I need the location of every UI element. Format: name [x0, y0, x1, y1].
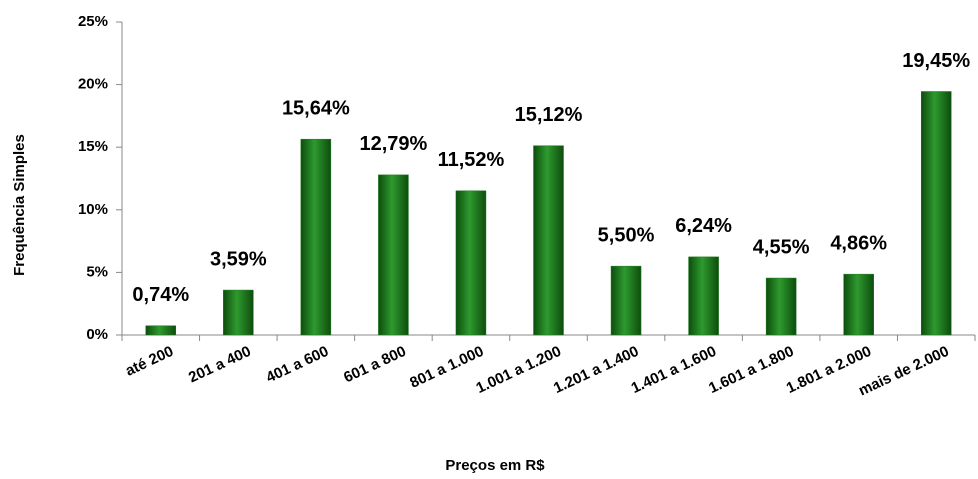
x-tick-label: 1.601 a 1.800	[706, 343, 796, 397]
y-tick-label: 0%	[86, 326, 108, 343]
x-tick-label: 1.401 a 1.600	[629, 343, 719, 397]
bar	[455, 190, 487, 336]
data-label: 6,24%	[675, 215, 732, 237]
y-tick-label: 20%	[78, 76, 108, 93]
bar	[765, 277, 797, 336]
data-label: 4,86%	[830, 232, 887, 254]
x-tick-label: 401 a 600	[264, 343, 332, 387]
bar	[843, 273, 874, 336]
data-label: 15,12%	[515, 104, 583, 126]
bar	[920, 91, 952, 336]
y-tick-label: 25%	[78, 13, 108, 30]
x-tick-label: 201 a 400	[186, 343, 254, 387]
bar	[145, 325, 177, 336]
y-tick-label: 5%	[86, 263, 108, 280]
data-label: 3,59%	[210, 248, 267, 270]
y-tick-label: 10%	[78, 201, 108, 218]
x-tick-label: 601 a 800	[341, 343, 409, 387]
data-label: 19,45%	[902, 50, 970, 72]
bar	[610, 265, 642, 336]
bar	[533, 145, 564, 336]
data-label: 11,52%	[438, 149, 505, 171]
data-label: 0,74%	[132, 284, 189, 306]
data-label: 5,50%	[598, 224, 655, 246]
y-tick-label: 15%	[78, 138, 108, 155]
data-label: 4,55%	[753, 236, 810, 258]
x-tick-label: 1.201 a 1.400	[551, 343, 641, 397]
bar	[378, 174, 409, 336]
bar	[688, 256, 719, 336]
bar	[223, 289, 254, 336]
y-axis-title: Frequência Simples	[11, 134, 28, 276]
x-tick-label: 1.001 a 1.200	[474, 343, 564, 397]
x-tick-label: até 200	[123, 343, 176, 380]
bar	[300, 138, 332, 336]
x-axis-title: Preços em R$	[445, 457, 545, 474]
data-label: 12,79%	[359, 133, 427, 155]
data-label: 15,64%	[282, 97, 350, 119]
